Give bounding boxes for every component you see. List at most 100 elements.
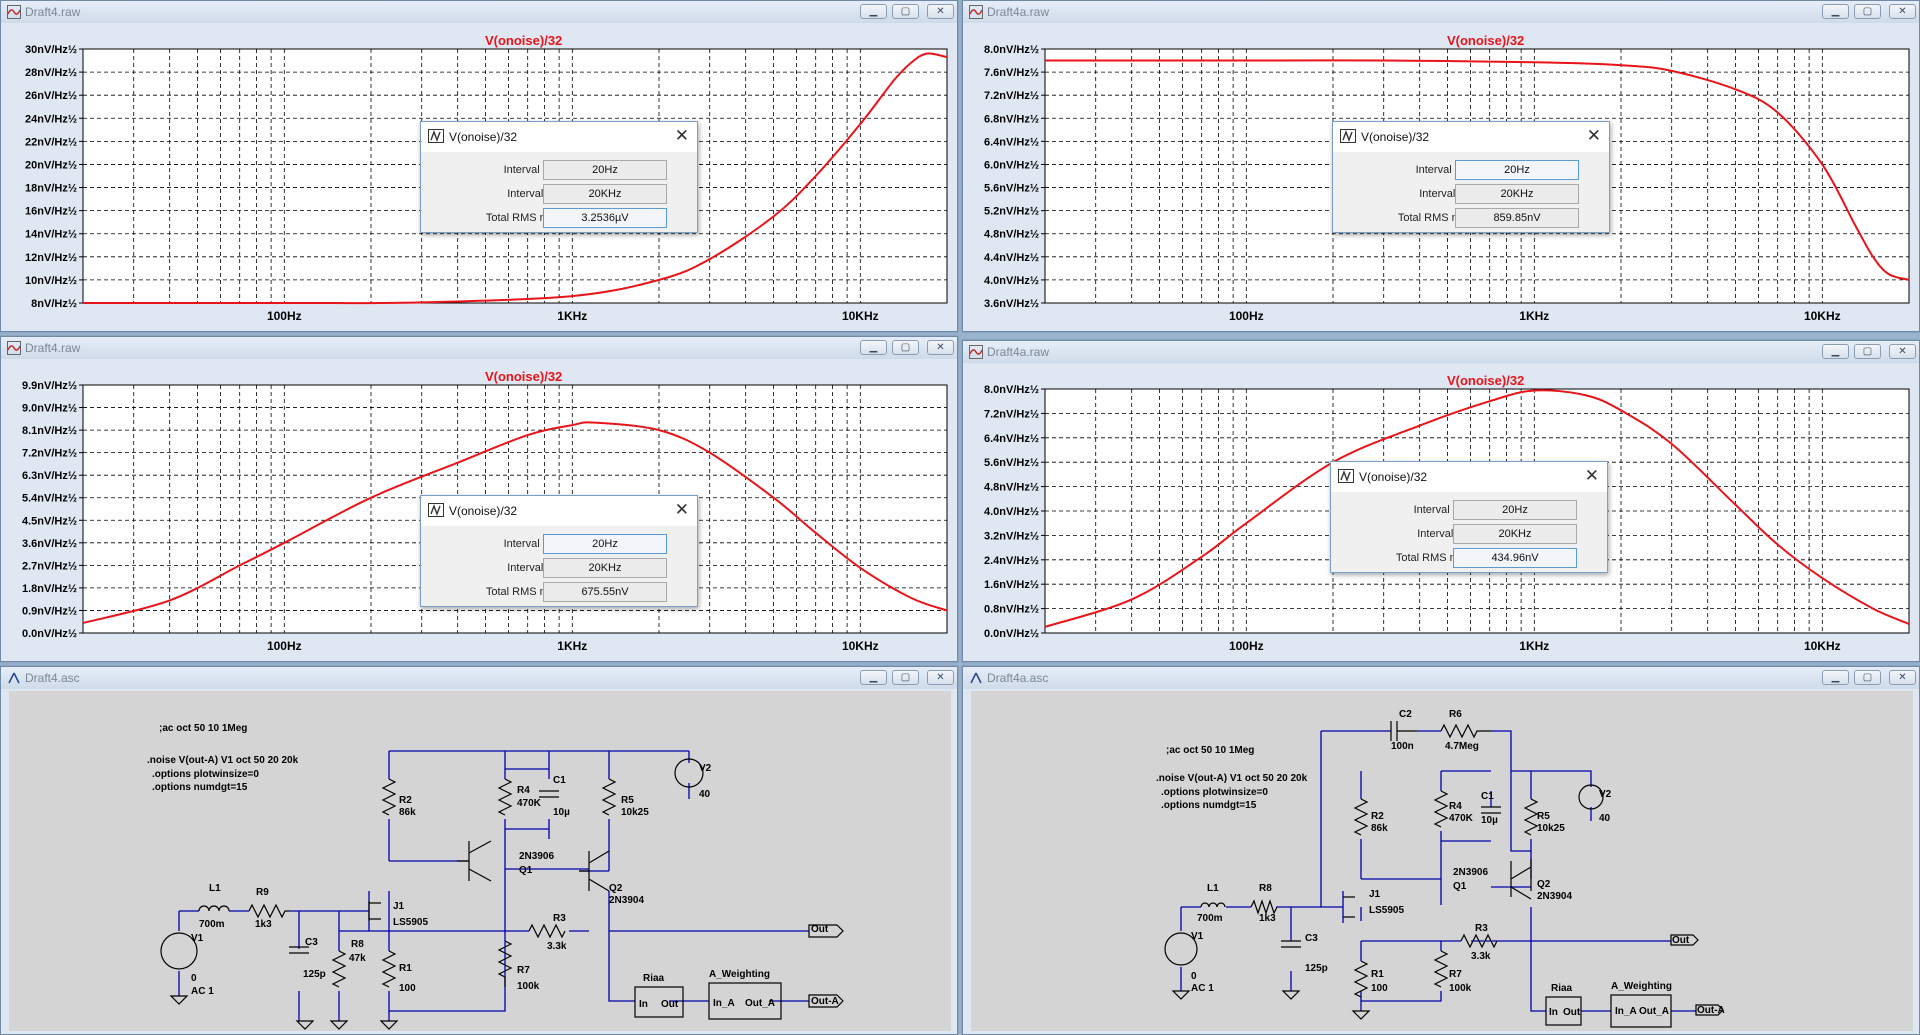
maximize-button[interactable]: ▢ (1854, 670, 1881, 685)
window-titlebar[interactable]: Draft4a.raw ▁ ▢ ✕ (963, 341, 1919, 363)
noise-trace[interactable] (82, 421, 948, 624)
minimize-button[interactable]: ▁ (1822, 344, 1849, 359)
rms-field[interactable]: 3.2536µV (543, 208, 667, 228)
y-tick-label: 8.0nV/Hz½ (984, 44, 1039, 56)
rms-field[interactable]: 859.85nV (1455, 208, 1579, 228)
close-button[interactable]: ✕ (927, 4, 954, 19)
dialog-close-icon[interactable]: ✕ (674, 126, 689, 145)
dialog-header: V(onoise)/32 ✕ (1333, 122, 1609, 152)
rms-dialog[interactable]: V(onoise)/32 ✕ Interval Start: 20Hz Inter… (420, 495, 698, 607)
noise-trace[interactable] (1044, 389, 1910, 628)
rms-dialog[interactable]: V(onoise)/32 ✕ Interval Start: 20Hz Inter… (1330, 461, 1608, 573)
plot-title[interactable]: V(onoise)/32 (485, 33, 562, 48)
maximize-button[interactable]: ▢ (892, 4, 919, 19)
plot-title[interactable]: V(onoise)/32 (1447, 33, 1524, 48)
minimize-button[interactable]: ▁ (860, 4, 887, 19)
window-title: Draft4.raw (25, 341, 81, 355)
minimize-button[interactable]: ▁ (1822, 670, 1849, 685)
interval-end-field[interactable]: 20KHz (1453, 524, 1577, 544)
voltage-source-V2 (674, 758, 704, 788)
window-titlebar[interactable]: Draft4.raw ▁ ▢ ✕ (1, 337, 957, 359)
x-axis: 100Hz 1KHz 10KHz (1229, 639, 1841, 653)
interval-start-field[interactable]: 20Hz (543, 534, 667, 554)
schematic-canvas[interactable]: ;ac oct 50 10 1Meg .noise V(out-A) V1 oc… (9, 691, 951, 1031)
resistor-R9 (248, 903, 289, 919)
waveform-window[interactable]: Draft4a.raw ▁ ▢ ✕ 8.0nV/Hz½ 7.6nV/Hz½ 7.2n… (962, 0, 1920, 332)
maximize-button[interactable]: ▢ (1854, 344, 1881, 359)
maximize-button[interactable]: ▢ (1854, 4, 1881, 19)
label-text: LS5905 (1369, 905, 1404, 916)
label-text: R3 (553, 913, 566, 924)
y-tick-label: 4.0nV/Hz½ (984, 275, 1039, 287)
label-text: 10µ (553, 807, 570, 818)
interval-start-field[interactable]: 20Hz (1455, 160, 1579, 180)
close-button[interactable]: ✕ (1889, 4, 1916, 19)
label-text: AC 1 (191, 986, 214, 997)
interval-start-field[interactable]: 20Hz (1453, 500, 1577, 520)
close-button[interactable]: ✕ (927, 670, 954, 685)
resistor-R7 (1433, 950, 1449, 988)
interval-start-field[interactable]: 20Hz (543, 160, 667, 180)
dialog-close-icon[interactable]: ✕ (1586, 126, 1601, 145)
rms-dialog[interactable]: V(onoise)/32 ✕ Interval Start: 20Hz Inter… (420, 121, 698, 233)
minimize-button[interactable]: ▁ (860, 670, 887, 685)
rms-dialog[interactable]: V(onoise)/32 ✕ Interval Start: 20Hz Inter… (1332, 121, 1610, 233)
label-text: 470K (1449, 813, 1474, 824)
spice-directives: ;ac oct 50 10 1Meg .noise V(out-A) V1 oc… (147, 723, 299, 793)
label-text: In (639, 999, 648, 1010)
schematic-window[interactable]: Draft4a.asc ▁ ▢ ✕ ;ac oct 50 10 1Meg .no… (962, 666, 1920, 1035)
label-text: 10k25 (621, 807, 649, 818)
y-tick-label: 6.4nV/Hz½ (984, 136, 1039, 148)
window-titlebar[interactable]: Draft4.asc ▁ ▢ ✕ (1, 667, 957, 689)
waveform-window[interactable]: Draft4a.raw ▁ ▢ ✕ 8.0nV/Hz½ 7.2nV/Hz½ 6.4n… (962, 340, 1920, 662)
noise-plot[interactable]: 30nV/Hz½ 28nV/Hz½ 26nV/Hz½ 24nV/Hz½ 22nV/Hz½… (9, 25, 951, 329)
window-titlebar[interactable]: Draft4a.asc ▁ ▢ ✕ (963, 667, 1919, 689)
schematic-window[interactable]: Draft4.asc ▁ ▢ ✕ ;ac oct 50 10 1Meg .noi… (0, 666, 958, 1035)
capacitor-C1 (539, 790, 559, 798)
label-text: A_Weighting (709, 969, 770, 980)
x-tick-label: 1KHz (557, 639, 587, 653)
schematic-canvas[interactable]: ;ac oct 50 10 1Meg .noise V(out-A) V1 oc… (971, 691, 1913, 1031)
dialog-close-icon[interactable]: ✕ (674, 500, 689, 519)
rms-field[interactable]: 434.96nV (1453, 548, 1577, 568)
x-gridlines (133, 49, 861, 303)
label-text: 40 (1599, 813, 1611, 824)
rms-field[interactable]: 675.55nV (543, 582, 667, 602)
minimize-button[interactable]: ▁ (1822, 4, 1849, 19)
close-button[interactable]: ✕ (1889, 344, 1916, 359)
label-text: R2 (1371, 811, 1384, 822)
close-button[interactable]: ✕ (927, 340, 954, 355)
interval-end-field[interactable]: 20KHz (1455, 184, 1579, 204)
interval-end-field[interactable]: 20KHz (543, 184, 667, 204)
label-text: R8 (1259, 883, 1272, 894)
noise-trace[interactable] (82, 52, 948, 305)
x-tick-label: 100Hz (267, 309, 302, 323)
noise-trace[interactable] (1045, 59, 1910, 281)
x-axis: 100Hz 1KHz 10KHz (267, 639, 879, 653)
label-text: R4 (517, 785, 530, 796)
ground-symbols (1171, 990, 1371, 1020)
x-tick-label: 10KHz (842, 309, 879, 323)
close-button[interactable]: ✕ (1889, 670, 1916, 685)
window-titlebar[interactable]: Draft4.raw ▁ ▢ ✕ (1, 1, 957, 23)
voltage-source-V2 (1578, 784, 1604, 810)
minimize-button[interactable]: ▁ (860, 340, 887, 355)
noise-plot[interactable]: 8.0nV/Hz½ 7.6nV/Hz½ 7.2nV/Hz½ 6.8nV/Hz½ 6.4n… (971, 25, 1913, 329)
window-titlebar[interactable]: Draft4a.raw ▁ ▢ ✕ (963, 1, 1919, 23)
y-tick-label: 7.6nV/Hz½ (984, 67, 1039, 79)
y-tick-label: 20nV/Hz½ (25, 159, 77, 171)
resistor-R1 (1353, 960, 1369, 998)
waveform-window[interactable]: Draft4.raw ▁ ▢ ✕ 9.9nV/Hz½ 9.0nV/Hz½ 8.1nV… (0, 336, 958, 662)
resistor-R8 (331, 950, 347, 988)
y-tick-label: 30nV/Hz½ (25, 44, 77, 56)
plot-title[interactable]: V(onoise)/32 (485, 369, 562, 384)
waveform-window[interactable]: Draft4.raw ▁ ▢ ✕ 30nV/Hz½ 28nV/Hz½ 26nV/Hz… (0, 0, 958, 332)
maximize-button[interactable]: ▢ (892, 340, 919, 355)
plot-title[interactable]: V(onoise)/32 (1447, 373, 1524, 388)
jfet-J1 (368, 901, 381, 921)
x-tick-label: 1KHz (1519, 309, 1549, 323)
interval-end-field[interactable]: 20KHz (543, 558, 667, 578)
x-tick-label: 10KHz (1804, 309, 1841, 323)
maximize-button[interactable]: ▢ (892, 670, 919, 685)
dialog-close-icon[interactable]: ✕ (1584, 466, 1599, 485)
